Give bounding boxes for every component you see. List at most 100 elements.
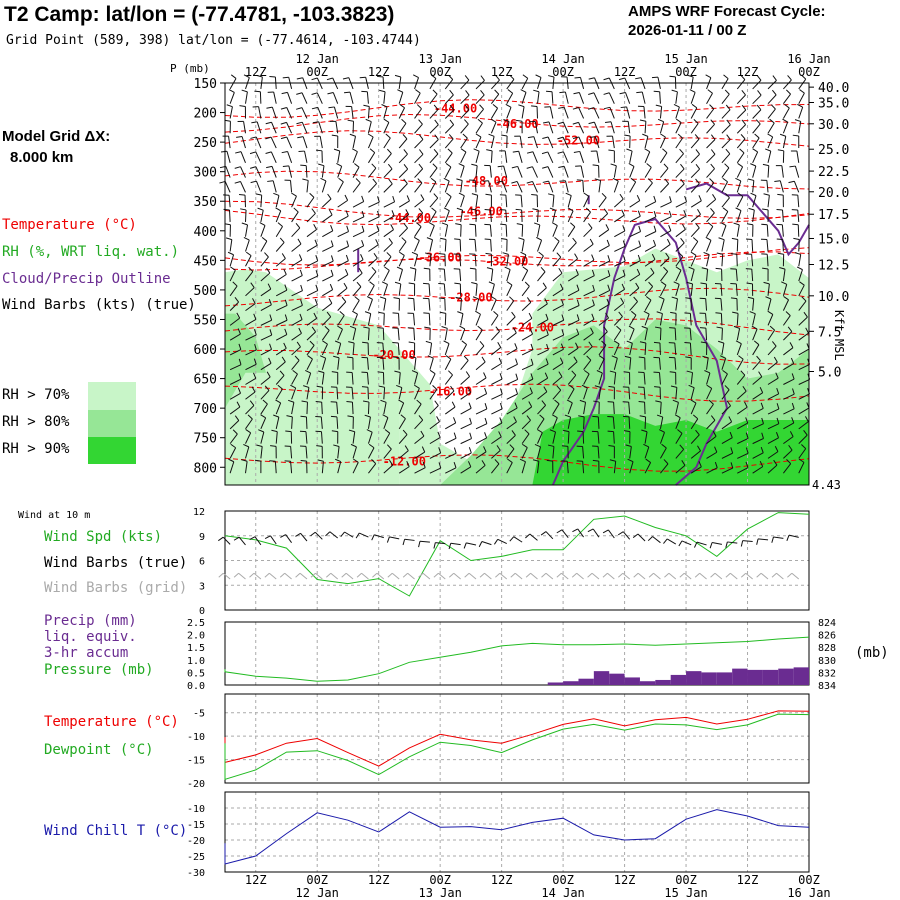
wind-barb-staff xyxy=(506,348,518,356)
wind-barb-flag xyxy=(675,266,682,271)
wind-barb-flag xyxy=(641,325,648,329)
wind-barb-staff xyxy=(306,213,316,223)
wind-barb-flag xyxy=(678,540,683,547)
wind-barb-staff xyxy=(260,403,268,415)
wind-barb-flag xyxy=(549,429,556,433)
wind-barb-staff xyxy=(675,122,682,134)
wind-barb xyxy=(737,461,749,474)
wind-barb-flag xyxy=(591,313,595,320)
wind-barb xyxy=(791,209,800,222)
wind-barb-flag xyxy=(616,325,622,331)
wind-barb-flag xyxy=(433,572,439,578)
wind-barb-flag xyxy=(282,165,289,167)
wind-barb xyxy=(429,119,439,134)
wind-barb-staff xyxy=(547,151,554,164)
wind-barb xyxy=(779,133,787,149)
wind-barb xyxy=(644,239,657,252)
wind-barb-flag xyxy=(692,414,699,420)
wind-barb xyxy=(675,251,684,267)
wind-barb-flag xyxy=(576,314,580,321)
model-grid-value: 8.000 km xyxy=(10,149,74,166)
wind-barb-flag xyxy=(388,238,393,244)
wind-barb xyxy=(658,296,665,311)
wind-barb xyxy=(690,195,702,208)
wind-barb xyxy=(444,370,453,385)
wind-barb xyxy=(583,192,590,208)
top-hour-label: 00Z xyxy=(675,65,697,79)
wind-barb-staff xyxy=(368,463,377,474)
wind-barb-flag xyxy=(359,76,366,79)
wind-barb-flag xyxy=(433,193,439,199)
wind-barb-staff xyxy=(567,195,572,208)
wind-barb xyxy=(361,356,369,370)
wind-barb-staff xyxy=(398,269,403,282)
wind-barb xyxy=(542,136,554,149)
wind-barb-flag xyxy=(767,133,773,138)
wind-barb-staff xyxy=(275,210,282,223)
wind-barb-flag xyxy=(572,237,577,244)
wind-barb xyxy=(383,195,396,208)
wind-barb-staff xyxy=(306,197,315,208)
wind-barb xyxy=(273,414,280,429)
wind-barb-staff xyxy=(752,209,755,222)
wind-barb xyxy=(767,459,778,474)
wind-barb-staff xyxy=(659,121,665,134)
wind-barb xyxy=(673,103,680,119)
wind-barb-staff xyxy=(382,328,385,341)
wind-barb-flag xyxy=(433,104,439,110)
wind-barb-flag xyxy=(710,208,715,214)
wind-barb xyxy=(475,387,488,400)
wind-barb-flag xyxy=(471,163,478,167)
wind-barb xyxy=(798,444,807,459)
wind-barb xyxy=(306,192,315,208)
wind-barb-staff xyxy=(767,151,772,163)
temperature-contour xyxy=(224,287,810,307)
wind-barb xyxy=(475,403,488,415)
wind-barb xyxy=(623,430,631,444)
wind-barb-flag xyxy=(742,385,747,392)
wind-barb-flag xyxy=(524,429,530,435)
wind-barb-staff xyxy=(322,260,334,267)
wind-barb-staff xyxy=(359,532,369,538)
wind-barb-staff xyxy=(583,346,593,356)
wind-barb xyxy=(460,461,472,474)
wind-barb-flag xyxy=(236,312,241,319)
wind-barb-grid xyxy=(341,572,354,580)
wind-barb-staff xyxy=(306,331,316,341)
wind-barb-staff xyxy=(766,254,769,267)
wind-barb-staff xyxy=(429,373,436,385)
wind-barb-staff xyxy=(521,349,534,356)
wind-barb xyxy=(532,208,539,222)
wind-barb-flag xyxy=(579,399,586,403)
wind-barb xyxy=(346,401,354,415)
wind-barb xyxy=(521,74,529,90)
wind-barb-flag xyxy=(218,536,224,542)
y-tick-label-right: 830 xyxy=(818,656,836,667)
wind-barb-staff xyxy=(491,408,503,415)
wind-barb-staff xyxy=(306,402,308,415)
wind-barb xyxy=(484,164,492,178)
wind-barb-flag xyxy=(319,355,326,359)
wind-barb xyxy=(547,444,555,459)
wind-barb xyxy=(598,355,605,370)
wind-barb-flag xyxy=(228,89,235,93)
wind-barb xyxy=(654,386,661,400)
wind-barb xyxy=(241,459,248,474)
wind-barb-staff xyxy=(660,230,672,238)
wind-barb xyxy=(506,74,515,90)
wind-barb-flag xyxy=(671,89,678,93)
wind-barb-flag xyxy=(558,371,563,378)
wind-barb-staff xyxy=(383,201,395,208)
wind-barb xyxy=(368,225,380,238)
wind-barb-flag xyxy=(394,281,401,285)
wind-barb-flag xyxy=(602,529,609,534)
wind-barb-staff xyxy=(285,534,292,543)
wind-barb-flag xyxy=(540,531,547,536)
wind-barb-staff xyxy=(752,328,758,341)
wind-barb-flag xyxy=(643,443,650,448)
wind-barb-flag xyxy=(737,163,743,168)
precip-bar xyxy=(747,669,763,685)
wind-barb xyxy=(561,460,569,474)
wind-barb-flag xyxy=(635,77,642,80)
wind-barb xyxy=(533,89,540,104)
